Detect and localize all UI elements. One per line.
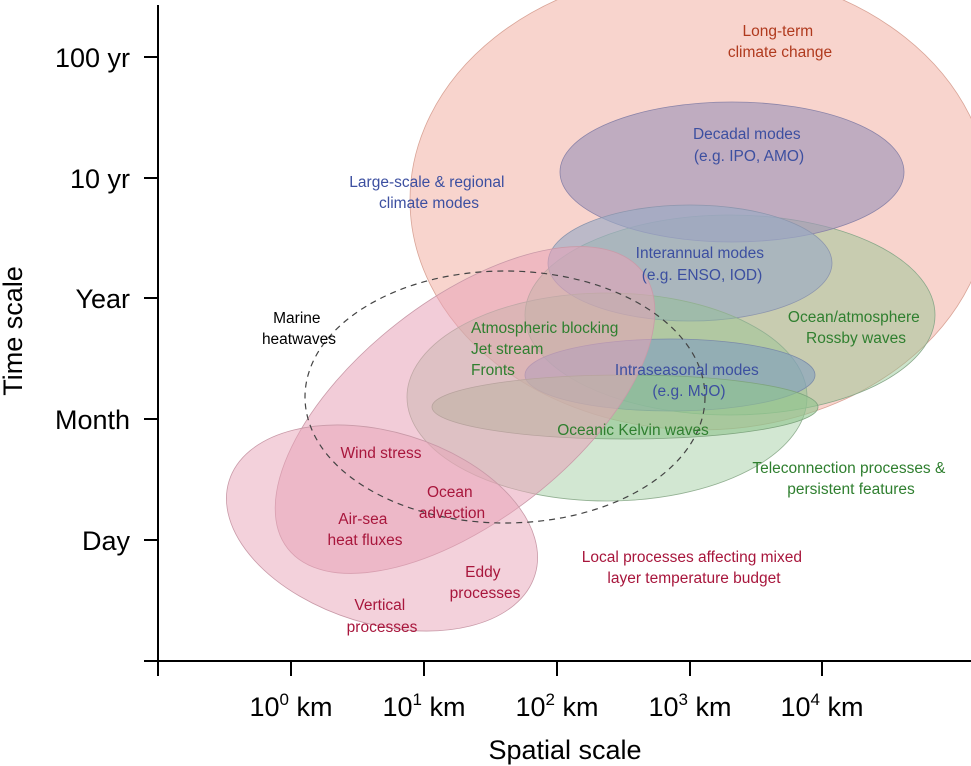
y-tick-label: 10 yr xyxy=(70,164,130,194)
ocean-advection-label: Ocean advection xyxy=(419,484,485,522)
x-tick-label: 100 km xyxy=(249,690,332,722)
x-axis-title: Spatial scale xyxy=(488,735,641,765)
rossby-waves-label: Ocean/atmosphere Rossby waves xyxy=(788,309,924,347)
local-processes-small-ellipse xyxy=(226,424,538,632)
local-processes-label: Local processes affecting mixed layer te… xyxy=(582,549,807,587)
eddy-processes-label: Eddy processes xyxy=(450,564,521,602)
air-sea-heat-fluxes-label: Air-sea heat fluxes xyxy=(328,511,403,549)
x-tick-label: 102 km xyxy=(515,690,598,722)
long-term-climate-label: Long-term climate change xyxy=(728,23,832,61)
y-tick-label: Year xyxy=(75,284,130,314)
y-ticks: 100 yr 10 yr Year Month Day xyxy=(55,43,158,556)
y-tick-label: Month xyxy=(55,405,130,435)
decadal-modes-label: Decadal modes (e.g. IPO, AMO) xyxy=(693,126,805,165)
intraseasonal-modes-label: Intraseasonal modes (e.g. MJO) xyxy=(615,362,763,400)
atmospheric-blocking-label: Atmospheric blocking Jet stream Fronts xyxy=(471,320,623,379)
y-axis-title: Time scale xyxy=(0,266,28,396)
teleconnection-label: Teleconnection processes & persistent fe… xyxy=(752,460,949,498)
x-tick-label: 103 km xyxy=(648,690,731,722)
large-scale-modes-label: Large-scale & regional climate modes xyxy=(349,174,508,212)
interannual-modes-label: Interannual modes (e.g. ENSO, IOD) xyxy=(636,245,769,284)
y-tick-label: Day xyxy=(82,526,131,556)
x-ticks: 100 km 101 km 102 km 103 km 104 km xyxy=(157,661,864,722)
y-tick-label: 100 yr xyxy=(55,43,130,73)
process-ellipses xyxy=(226,0,971,632)
wind-stress-label: Wind stress xyxy=(341,445,422,462)
axes: 100 yr 10 yr Year Month Day 100 km 101 k… xyxy=(0,5,971,765)
x-tick-label: 101 km xyxy=(382,690,465,722)
region-labels: Long-term climate change Decadal modes (… xyxy=(262,23,949,636)
vertical-processes-label: Vertical processes xyxy=(347,597,418,636)
marine-heatwaves-ellipse xyxy=(304,270,706,524)
x-tick-label: 104 km xyxy=(780,690,863,722)
oceanic-kelvin-waves-label: Oceanic Kelvin waves xyxy=(557,422,709,439)
marine-heatwaves-label: Marine heatwaves xyxy=(262,310,336,348)
